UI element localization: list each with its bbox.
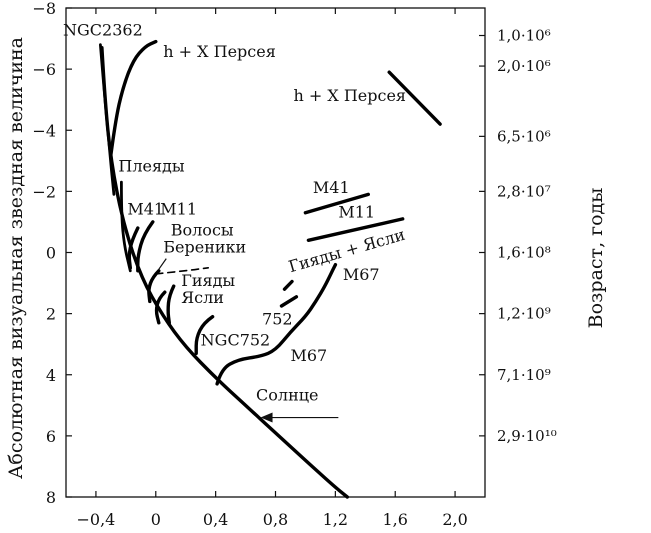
tick-label-layer: −0,4 0 0,4 0,8 1,2 1,6 2,0 −8 −6 −4 −2 0 2 4 6 8 1,0·10⁶… (32, 0, 556, 529)
series-ngc752 (194, 315, 215, 356)
x-tick-label: 2,0 (442, 510, 467, 529)
series-ngc2362 (99, 43, 116, 196)
series-h_chi_persei (109, 39, 158, 157)
x-tick-label: 1,2 (323, 510, 348, 529)
age-tick-label: 2,0·10⁶ (497, 57, 551, 75)
annotation-label: Плеяды (118, 157, 185, 176)
x-tick-label: 0,4 (203, 510, 228, 529)
y-tick-label: −8 (32, 0, 56, 18)
x-tick-label: 0 (151, 510, 161, 529)
age-axis-title: Возраст, годы (585, 188, 607, 329)
y-axis-title: Абсолютная визуальная звездная величина (5, 37, 27, 479)
x-tick-label: 1,6 (382, 510, 407, 529)
series-h_chi_persei_giants (387, 70, 442, 126)
series-m11 (136, 220, 155, 273)
series-ngc752_giants (279, 295, 299, 308)
age-tick-label: 1,2·10⁹ (497, 305, 551, 323)
y-tick-label: 6 (46, 427, 56, 446)
annotation-label: NGC2362 (63, 21, 143, 40)
series-coma (147, 269, 161, 304)
annotation-label: M11 (160, 199, 197, 218)
series-praesepe (166, 284, 176, 325)
annotation-label: M67 (343, 265, 380, 284)
y-tick-label: −4 (32, 121, 56, 140)
x-tick-label: −0,4 (76, 510, 115, 529)
y-tick-label: 4 (46, 366, 56, 385)
series-zams (100, 46, 349, 499)
annotation-label: Ясли (181, 288, 224, 307)
annotation-label: Волосы (171, 221, 234, 240)
sun-arrow-head (260, 412, 273, 423)
annotation-label: h + Χ Персея (293, 86, 406, 105)
series-hyades_praesepe_giants (155, 267, 209, 275)
y-tick-label: 2 (46, 305, 56, 324)
annotation-label: M11 (338, 202, 375, 221)
annotation-label: Солнце (256, 386, 318, 405)
y-tick-label: 8 (46, 488, 56, 507)
series-hyades (154, 290, 167, 325)
y-tick-label: 0 (46, 244, 56, 263)
age-tick-label: 1,6·10⁸ (497, 244, 551, 262)
coma-leader-line (158, 258, 167, 270)
annotation-label: M67 (290, 346, 327, 365)
y-tick-label: −6 (32, 60, 56, 79)
annotation-label: Береники (163, 238, 246, 257)
series-m67 (215, 263, 338, 386)
annotation-label: M41 (313, 178, 350, 197)
series-m41 (127, 226, 140, 270)
x-tick-label: 0,8 (263, 510, 288, 529)
annotation-label: h + Χ Персея (163, 42, 276, 61)
age-tick-label: 7,1·10⁹ (497, 366, 551, 384)
annotation-label: Гияды (181, 271, 235, 290)
annotation-label: NGC752 (201, 331, 271, 350)
series-hyades_praesepe_red (282, 279, 294, 291)
series-m11_giants (306, 217, 405, 242)
series-m41_giants (303, 192, 370, 215)
series-pleiades (120, 180, 132, 273)
annotation-label: M41 (127, 199, 164, 218)
annotation-label: 752 (262, 309, 293, 328)
annotation-layer: NGC2362 h + Χ Персея h + Χ Персея Плеяды M41… (63, 21, 407, 423)
cluster-curves-layer (99, 39, 442, 499)
age-tick-label: 6,5·10⁶ (497, 127, 551, 145)
age-tick-label: 2,8·10⁷ (497, 182, 551, 200)
age-tick-label: 2,9·10¹⁰ (497, 427, 557, 445)
y-tick-label: −2 (32, 182, 56, 201)
age-tick-label: 1,0·10⁶ (497, 27, 551, 45)
